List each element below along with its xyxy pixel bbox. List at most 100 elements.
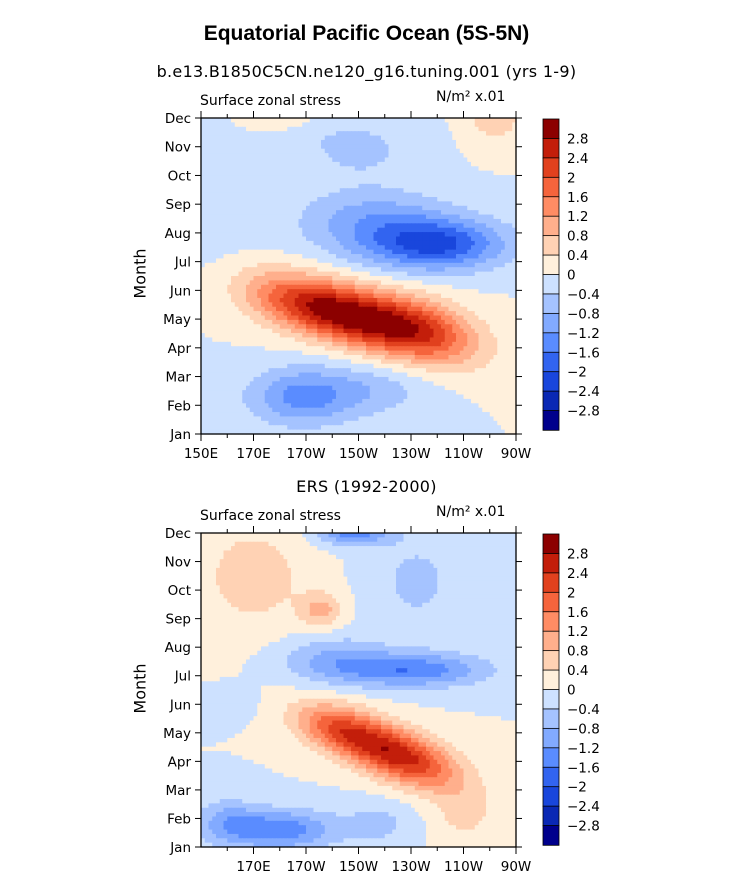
heatmap-cell	[336, 205, 341, 211]
heatmap-cell	[317, 153, 322, 159]
heatmap-cell	[264, 139, 270, 145]
heatmap-cell	[242, 161, 247, 167]
heatmap-cell	[373, 135, 378, 141]
heatmap-cell	[429, 271, 435, 277]
heatmap-cell	[212, 175, 217, 181]
heatmap-cell	[482, 328, 487, 334]
heatmap-cell	[381, 135, 386, 141]
heatmap-cell	[249, 170, 255, 176]
heatmap-cell	[482, 201, 487, 207]
heatmap-cell	[216, 166, 221, 172]
heatmap-cell	[321, 223, 326, 229]
heatmap-cell	[257, 205, 262, 211]
heatmap-cell	[201, 297, 206, 303]
heatmap-cell	[414, 267, 420, 273]
heatmap-cell	[474, 148, 480, 154]
heatmap-cell	[339, 363, 345, 369]
heatmap-cell	[336, 245, 341, 251]
heatmap-cell	[392, 258, 397, 264]
heatmap-cell	[384, 232, 390, 238]
heatmap-cell	[459, 267, 465, 273]
heatmap-cell	[257, 254, 262, 260]
heatmap-cell	[268, 118, 273, 123]
heatmap-cell	[219, 240, 225, 246]
heatmap-cell	[422, 240, 427, 246]
heatmap-cell	[332, 201, 337, 207]
heatmap-cell	[486, 328, 491, 334]
heatmap-cell	[317, 319, 322, 325]
heatmap-cell	[444, 144, 450, 150]
heatmap-cell	[512, 315, 517, 321]
heatmap-cell	[504, 363, 510, 369]
heatmap-cell	[332, 306, 337, 312]
heatmap-cell	[426, 324, 431, 330]
heatmap-cell	[306, 179, 311, 185]
heatmap-cell	[242, 311, 247, 317]
heatmap-cell	[227, 262, 232, 268]
heatmap-cell	[381, 276, 386, 281]
heatmap-cell	[253, 333, 258, 339]
heatmap-cell	[384, 161, 390, 167]
heatmap-cell	[321, 139, 326, 145]
heatmap-cell	[384, 363, 390, 369]
heatmap-cell	[448, 197, 453, 202]
heatmap-cell	[497, 139, 502, 145]
heatmap-cell	[474, 276, 480, 281]
heatmap-cell	[422, 368, 427, 374]
heatmap-cell	[471, 122, 476, 128]
heatmap-cell	[336, 188, 341, 194]
heatmap-cell	[362, 368, 367, 374]
heatmap-cell	[366, 139, 371, 145]
heatmap-cell	[366, 346, 371, 352]
heatmap-cell	[486, 359, 491, 365]
heatmap-cell	[471, 355, 476, 360]
heatmap-cell	[279, 183, 285, 189]
heatmap-cell	[388, 223, 393, 229]
heatmap-cell	[339, 311, 345, 317]
heatmap-cell	[489, 311, 495, 317]
heatmap-cell	[422, 289, 427, 295]
heatmap-cell	[441, 205, 446, 211]
heatmap-cell	[448, 236, 453, 242]
heatmap-cell	[279, 157, 285, 163]
heatmap-cell	[497, 205, 502, 211]
heatmap-cell	[366, 192, 371, 198]
heatmap-cell	[234, 245, 240, 251]
heatmap-cell	[452, 126, 457, 132]
heatmap-cell	[227, 372, 232, 378]
heatmap-cell	[223, 271, 228, 277]
heatmap-cell	[508, 179, 513, 185]
heatmap-cell	[298, 126, 303, 132]
heatmap-cell	[227, 223, 232, 229]
heatmap-cell	[343, 210, 348, 216]
heatmap-cell	[381, 262, 386, 268]
heatmap-cell	[351, 355, 356, 360]
heatmap-cell	[414, 201, 420, 207]
heatmap-cell	[478, 359, 483, 365]
heatmap-cell	[403, 324, 408, 330]
heatmap-cell	[448, 139, 453, 145]
heatmap-cell	[463, 240, 468, 246]
heatmap-cell	[351, 179, 356, 185]
heatmap-cell	[448, 355, 453, 360]
heatmap-cell	[369, 315, 375, 321]
heatmap-cell	[381, 223, 386, 229]
heatmap-cell	[459, 355, 465, 360]
heatmap-cell	[249, 227, 255, 233]
heatmap-cell	[339, 161, 345, 167]
heatmap-cell	[486, 346, 491, 352]
heatmap-cell	[339, 341, 345, 347]
heatmap-cell	[456, 302, 461, 308]
heatmap-cell	[253, 157, 258, 163]
heatmap-cell	[291, 205, 296, 211]
heatmap-cell	[441, 346, 446, 352]
heatmap-cell	[324, 355, 330, 360]
heatmap-cell	[467, 214, 472, 220]
heatmap-cell	[339, 210, 345, 216]
heatmap-cell	[459, 122, 465, 128]
heatmap-cell	[257, 355, 262, 360]
heatmap-cell	[257, 363, 262, 369]
heatmap-cell	[478, 240, 483, 246]
heatmap-cell	[343, 311, 348, 317]
heatmap-cell	[403, 245, 408, 251]
